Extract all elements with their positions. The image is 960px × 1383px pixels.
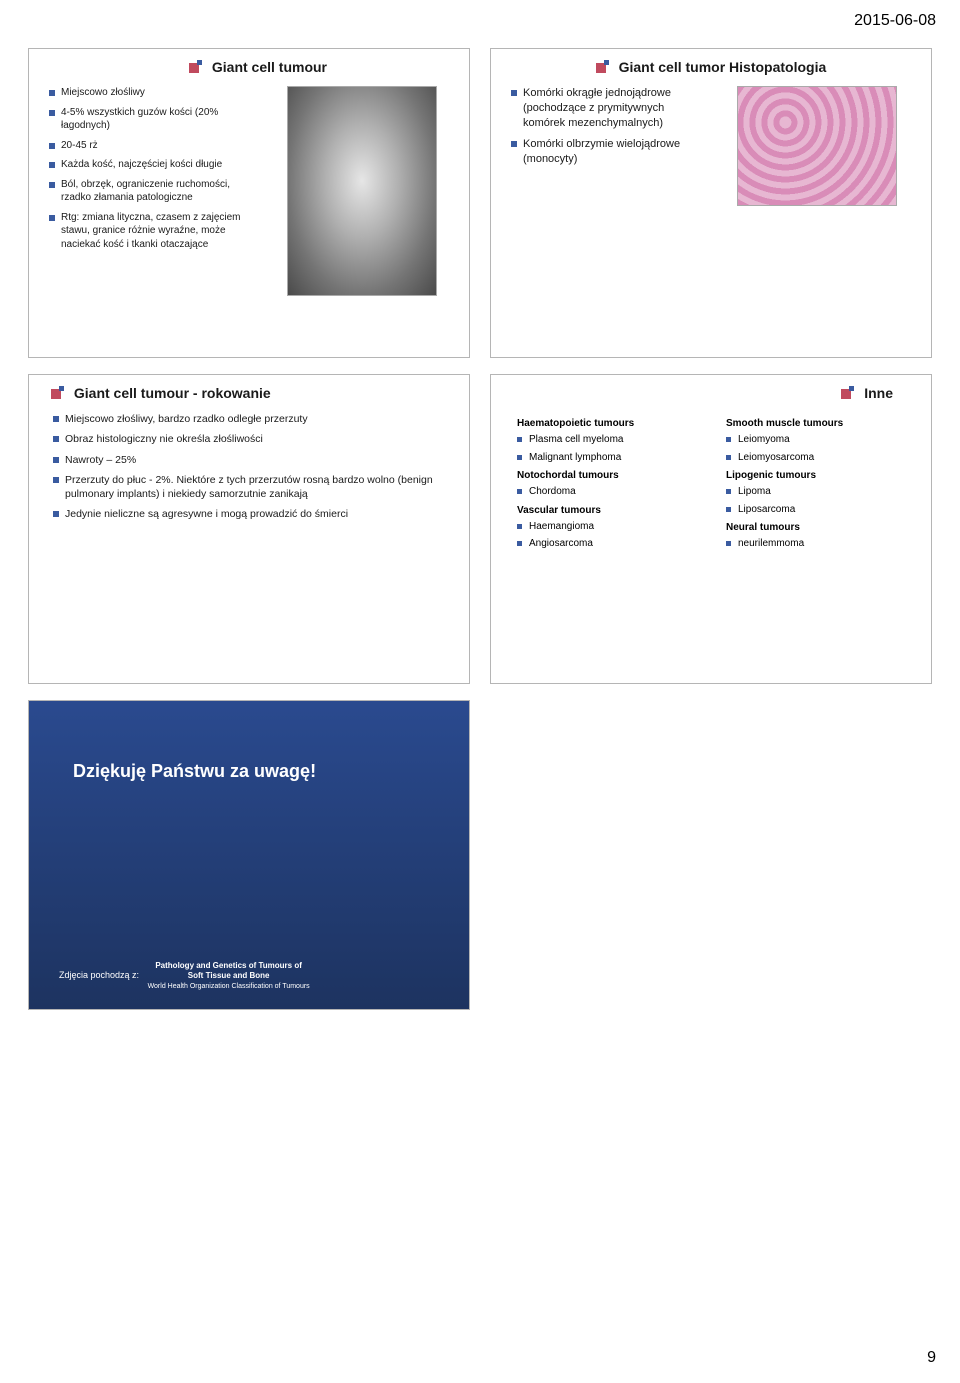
bullet-list: Plasma cell myeloma Malignant lymphoma [511, 433, 702, 464]
title-text: Giant cell tumor Histopatologia [619, 59, 827, 75]
page-number: 9 [927, 1349, 936, 1367]
title-text: Giant cell tumour - rokowanie [74, 385, 271, 401]
list-item: Miejscowo złośliwy, bardzo rzadko odległ… [53, 412, 445, 426]
slide-inne: Inne Haematopoietic tumours Plasma cell … [490, 374, 932, 684]
thank-you-heading: Dziękuję Państwu za uwagę! [73, 761, 455, 782]
group-heading: Lipogenic tumours [720, 470, 911, 481]
list-item: 20-45 rż [49, 139, 259, 153]
list-item: Obraz histologiczny nie określa złośliwo… [53, 432, 445, 446]
bullet-list: Miejscowo złośliwy, bardzo rzadko odległ… [43, 412, 455, 521]
slide-thank-you: Dziękuję Państwu za uwagę! Zdjęcia pocho… [28, 700, 470, 1010]
title-marker-icon [596, 60, 609, 76]
image-credit: Zdjęcia pochodzą z: Pathology and Geneti… [59, 961, 310, 991]
list-item: Chordoma [517, 485, 702, 499]
list-item: Nawroty – 25% [53, 453, 445, 467]
group-heading: Vascular tumours [511, 505, 702, 516]
bullet-list: Miejscowo złośliwy 4-5% wszystkich guzów… [43, 86, 259, 251]
credit-line-3: World Health Organization Classification… [148, 983, 310, 990]
empty-cell [490, 700, 932, 1010]
slide-histopatologia: Giant cell tumor Histopatologia Komórki … [490, 48, 932, 358]
credit-line-1: Pathology and Genetics of Tumours of [155, 961, 302, 970]
group-heading: Neural tumours [720, 522, 911, 533]
list-item: Rtg: zmiana lityczna, czasem z zajęciem … [49, 211, 259, 252]
slide-title: Giant cell tumor Histopatologia [505, 59, 917, 76]
credit-prefix: Zdjęcia pochodzą z: [59, 971, 139, 981]
list-item: Każda kość, najczęściej kości długie [49, 158, 259, 172]
title-marker-icon [841, 386, 854, 402]
page-date: 2015-06-08 [854, 12, 936, 30]
slide-title: Inne [523, 385, 917, 402]
title-marker-icon [51, 386, 64, 402]
slide-giant-cell-tumour: Giant cell tumour Miejscowo złośliwy 4-5… [28, 48, 470, 358]
list-item: Plasma cell myeloma [517, 433, 702, 447]
list-item: 4-5% wszystkich guzów kości (20% łagodny… [49, 106, 259, 133]
title-text: Inne [864, 385, 893, 401]
list-item: Komórki olbrzymie wielojądrowe (monocyty… [511, 137, 706, 167]
credit-line-2: Soft Tissue and Bone [188, 971, 270, 980]
list-item: Jedynie nieliczne są agresywne i mogą pr… [53, 507, 445, 521]
title-marker-icon [189, 60, 202, 76]
list-item: neurilemmoma [726, 537, 911, 551]
group-heading: Notochordal tumours [511, 470, 702, 481]
bullet-list: neurilemmoma [720, 537, 911, 551]
list-item: Komórki okrągłe jednojądrowe (pochodzące… [511, 86, 706, 131]
bullet-list: Chordoma [511, 485, 702, 499]
list-item: Haemangioma [517, 520, 702, 534]
slide-title: Giant cell tumour [61, 59, 455, 76]
list-item: Przerzuty do płuc - 2%. Niektóre z tych … [53, 473, 445, 501]
list-item: Liposarcoma [726, 503, 911, 517]
credit-source: Pathology and Genetics of Tumours of Sof… [148, 961, 310, 991]
group-heading: Haematopoietic tumours [511, 418, 702, 429]
title-text: Giant cell tumour [212, 59, 327, 75]
list-item: Angiosarcoma [517, 537, 702, 551]
histology-image [737, 86, 897, 206]
bullet-list: Haemangioma Angiosarcoma [511, 520, 702, 551]
bullet-list: Lipoma Liposarcoma [720, 485, 911, 516]
list-item: Leiomyoma [726, 433, 911, 447]
list-item: Leiomyosarcoma [726, 451, 911, 465]
bullet-list: Leiomyoma Leiomyosarcoma [720, 433, 911, 464]
slide-rokowanie: Giant cell tumour - rokowanie Miejscowo … [28, 374, 470, 684]
list-item: Lipoma [726, 485, 911, 499]
group-heading: Smooth muscle tumours [720, 418, 911, 429]
bullet-list: Komórki okrągłe jednojądrowe (pochodzące… [505, 86, 706, 166]
list-item: Malignant lymphoma [517, 451, 702, 465]
list-item: Miejscowo złośliwy [49, 86, 259, 100]
list-item: Ból, obrzęk, ograniczenie ruchomości, rz… [49, 178, 259, 205]
slide-grid: Giant cell tumour Miejscowo złośliwy 4-5… [0, 0, 960, 1010]
xray-image [287, 86, 437, 296]
slide-title: Giant cell tumour - rokowanie [51, 385, 455, 402]
